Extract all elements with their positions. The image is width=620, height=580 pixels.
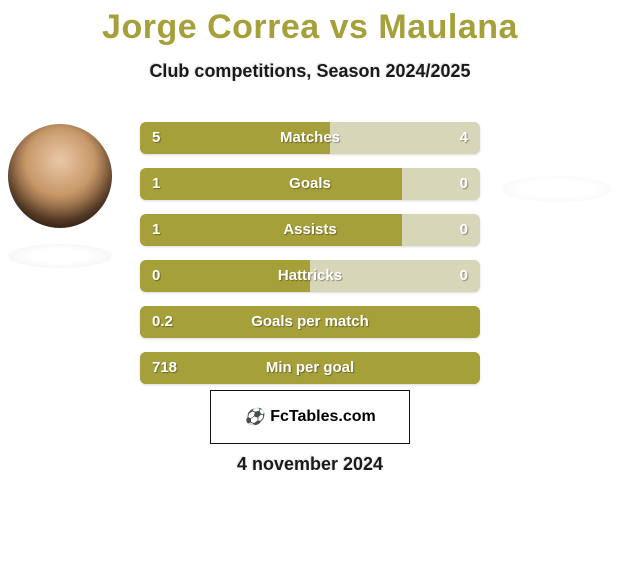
stat-row: 10Goals [140, 168, 480, 200]
avatar-photo [8, 124, 112, 228]
page-title: Jorge Correa vs Maulana [0, 0, 620, 47]
stat-label: Hattricks [140, 260, 480, 292]
comparison-card: Jorge Correa vs Maulana Club competition… [0, 0, 620, 580]
stat-label: Matches [140, 122, 480, 154]
player-left-avatar [8, 124, 112, 268]
branding-badge: ⚽ FcTables.com [210, 390, 410, 444]
stat-row: 54Matches [140, 122, 480, 154]
stat-label: Goals [140, 168, 480, 200]
subtitle: Club competitions, Season 2024/2025 [0, 61, 620, 82]
date-stamp: 4 november 2024 [0, 454, 620, 475]
stat-row: 00Hattricks [140, 260, 480, 292]
stat-row: 0.2Goals per match [140, 306, 480, 338]
avatar-shadow [502, 176, 612, 202]
branding-icon: ⚽ [244, 407, 264, 427]
player-right-avatar [502, 176, 612, 202]
stat-label: Min per goal [140, 352, 480, 384]
avatar-shadow [8, 244, 112, 268]
stat-row: 10Assists [140, 214, 480, 246]
stat-label: Assists [140, 214, 480, 246]
stat-label: Goals per match [140, 306, 480, 338]
stat-row: 718Min per goal [140, 352, 480, 384]
branding-text: FcTables.com [270, 408, 376, 426]
stat-bars: 54Matches 10Goals 10Assists 00Hattricks 0.2G… [140, 122, 480, 398]
